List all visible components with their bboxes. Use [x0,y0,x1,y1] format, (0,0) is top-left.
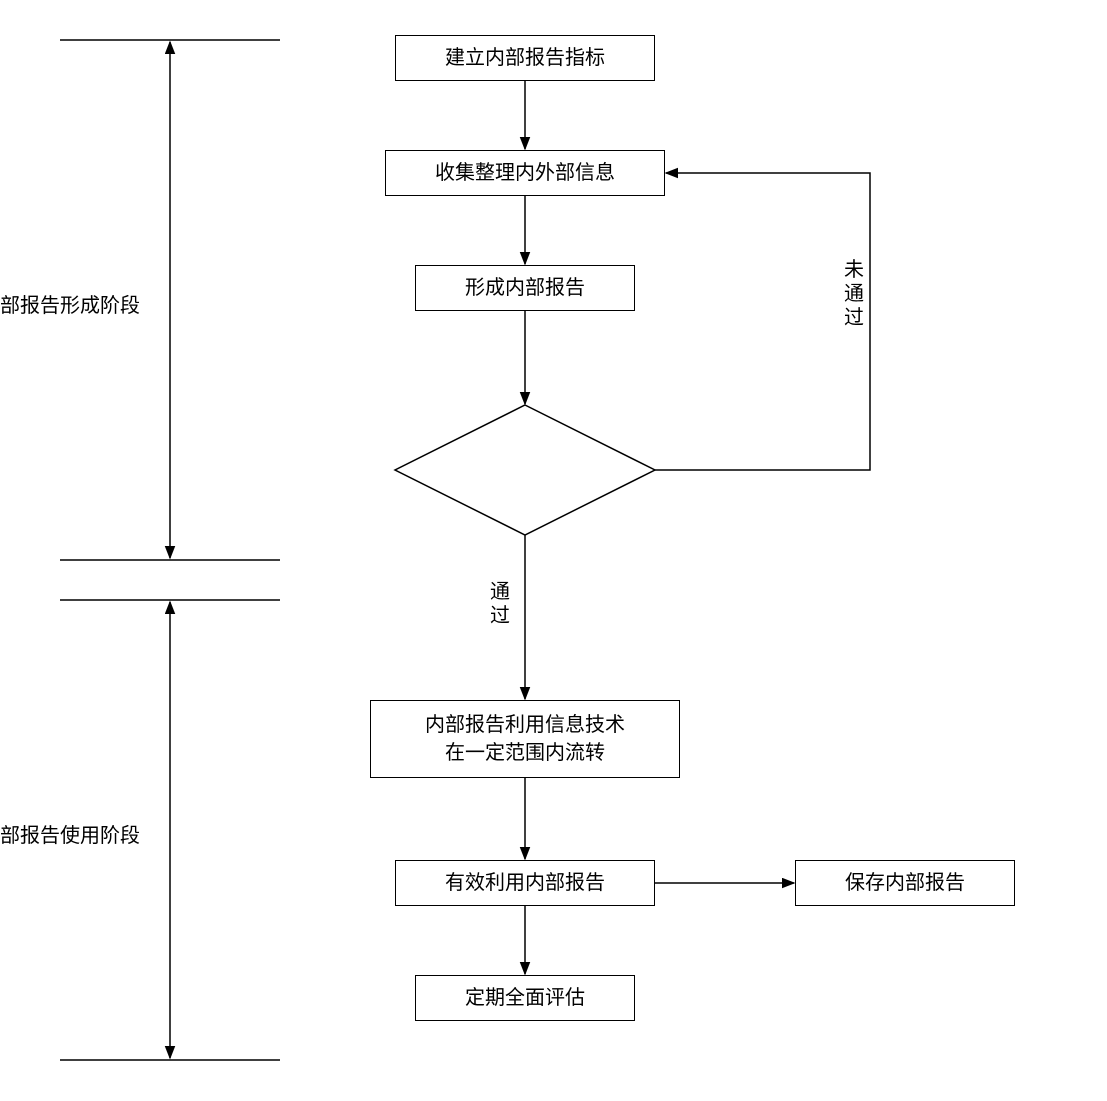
flow-node-n1: 建立内部报告指标 [395,35,655,81]
flow-node-n6: 有效利用内部报告 [395,860,655,906]
flowchart-canvas: 内部报告形成阶段内部报告使用阶段 建立内部报告指标收集整理内外部信息形成内部报告审… [0,0,1107,1101]
edge-label: 通过 [488,580,512,628]
flow-node-n4: 审核内部报告 [395,405,655,535]
flow-node-n5: 内部报告利用信息技术在一定范围内流转 [370,700,680,778]
edge-label: 未通过 [842,258,866,330]
phase-label: 内部报告使用阶段 [0,816,170,856]
flow-node-n3: 形成内部报告 [415,265,635,311]
flow-node-n2: 收集整理内外部信息 [385,150,665,196]
flow-node-n7: 保存内部报告 [795,860,1015,906]
phase-label: 内部报告形成阶段 [0,286,170,326]
flow-node-n8: 定期全面评估 [415,975,635,1021]
